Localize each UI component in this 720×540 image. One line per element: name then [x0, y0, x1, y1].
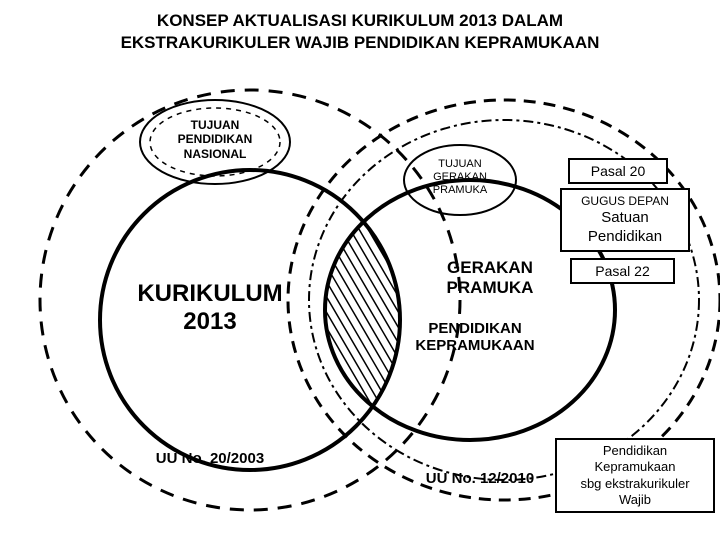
- label-kurikulum-2013: KURIKULUM 2013: [110, 280, 310, 335]
- label-pendidikan-kepramukaan: PENDIDIKAN KEPRAMUKAAN: [390, 320, 560, 355]
- label-tujuan-pendidikan-nasional: TUJUAN PENDIDIKAN NASIONAL: [155, 118, 275, 161]
- box-pasal22: Pasal 22: [570, 258, 675, 284]
- label-uu-12-2010: UU No. 12/2010: [400, 470, 560, 487]
- box-ekstrakurikuler-wajib: Pendidikan Kepramukaan sbg ekstrakurikul…: [555, 438, 715, 513]
- label-uu-20-2003: UU No. 20/2003: [130, 450, 290, 467]
- box-pasal20: Pasal 20: [568, 158, 668, 184]
- label-gerakan-pramuka: GERAKAN PRAMUKA: [420, 258, 560, 297]
- box-gugus-depan: GUGUS DEPAN Satuan Pendidikan: [560, 188, 690, 252]
- label-tujuan-gerakan-pramuka: TUJUAN GERAKAN PRAMUKA: [410, 158, 510, 198]
